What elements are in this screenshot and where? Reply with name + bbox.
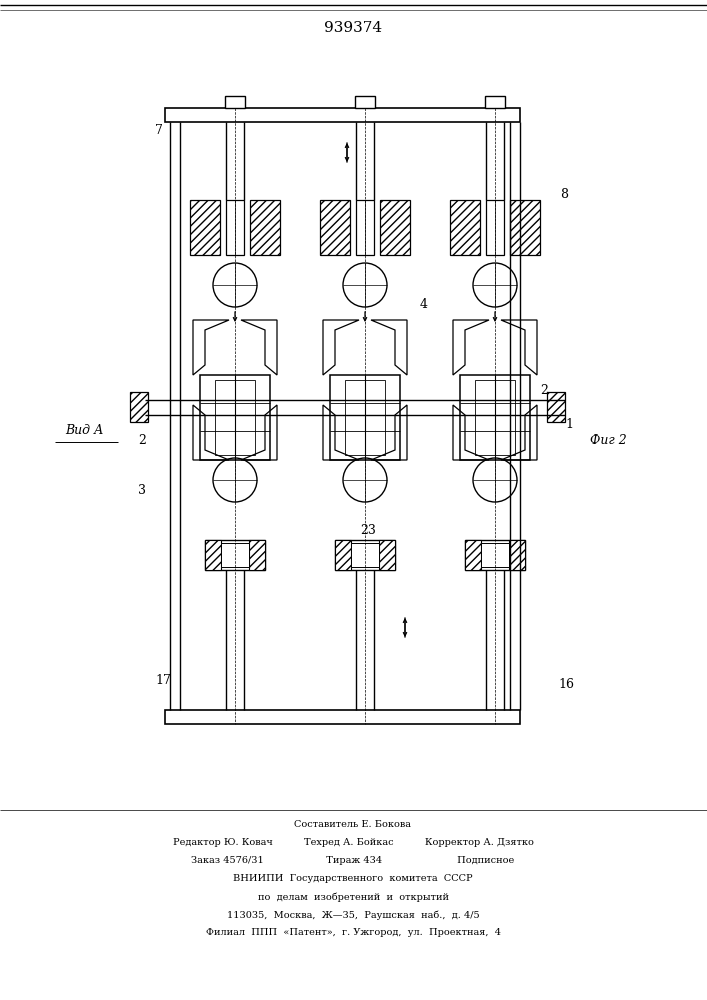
Text: ВНИИПИ  Государственного  комитета  СССР: ВНИИПИ Государственного комитета СССР: [233, 874, 473, 883]
Bar: [460, 375, 530, 460]
Bar: [130, 392, 148, 422]
Bar: [509, 540, 525, 570]
Bar: [465, 540, 481, 570]
Bar: [481, 543, 509, 567]
Text: 4: 4: [420, 298, 428, 312]
Text: Вид А: Вид А: [65, 424, 103, 436]
Bar: [226, 200, 244, 255]
Bar: [475, 380, 515, 455]
Bar: [165, 710, 520, 724]
Bar: [547, 392, 565, 422]
Text: Филиал  ППП  «Патент»,  г. Ужгород,  ул.  Проектная,  4: Филиал ППП «Патент», г. Ужгород, ул. Про…: [206, 928, 501, 937]
Bar: [205, 540, 265, 570]
Text: 17: 17: [155, 674, 171, 686]
Bar: [485, 96, 505, 108]
Bar: [335, 540, 395, 570]
Text: 16: 16: [558, 678, 574, 692]
Bar: [450, 200, 480, 255]
Text: Составитель Е. Бокова: Составитель Е. Бокова: [295, 820, 411, 829]
Text: 2: 2: [138, 434, 146, 446]
Text: 3: 3: [138, 484, 146, 496]
Bar: [345, 380, 385, 455]
Bar: [221, 543, 249, 567]
Bar: [335, 540, 351, 570]
Text: по  делам  изобретений  и  открытий: по делам изобретений и открытий: [257, 892, 448, 902]
Bar: [200, 375, 270, 460]
Bar: [465, 540, 525, 570]
Bar: [190, 200, 220, 255]
Bar: [486, 200, 504, 255]
Bar: [351, 543, 379, 567]
Bar: [225, 96, 245, 108]
Bar: [355, 96, 375, 108]
Text: 113035,  Москва,  Ж—35,  Раушская  наб.,  д. 4/5: 113035, Москва, Ж—35, Раушская наб., д. …: [227, 910, 479, 920]
Text: 7: 7: [155, 123, 163, 136]
Bar: [379, 540, 395, 570]
Bar: [165, 108, 520, 122]
Text: 23: 23: [360, 524, 376, 536]
Text: Фиг 2: Фиг 2: [590, 434, 626, 446]
Bar: [205, 540, 221, 570]
Bar: [380, 200, 410, 255]
Text: Редактор Ю. Ковач          Техред А. Бойкас          Корректор А. Дзятко: Редактор Ю. Ковач Техред А. Бойкас Корре…: [173, 838, 534, 847]
Bar: [250, 200, 280, 255]
Bar: [215, 380, 255, 455]
Text: 1: 1: [565, 418, 573, 432]
Bar: [356, 200, 374, 255]
Text: 2: 2: [540, 383, 548, 396]
Bar: [320, 200, 350, 255]
Text: 8: 8: [560, 188, 568, 202]
Bar: [330, 375, 400, 460]
Bar: [249, 540, 265, 570]
Text: Заказ 4576/31                    Тираж 434                        Подписное: Заказ 4576/31 Тираж 434 Подписное: [192, 856, 515, 865]
Text: 939374: 939374: [324, 21, 382, 35]
Bar: [510, 200, 540, 255]
